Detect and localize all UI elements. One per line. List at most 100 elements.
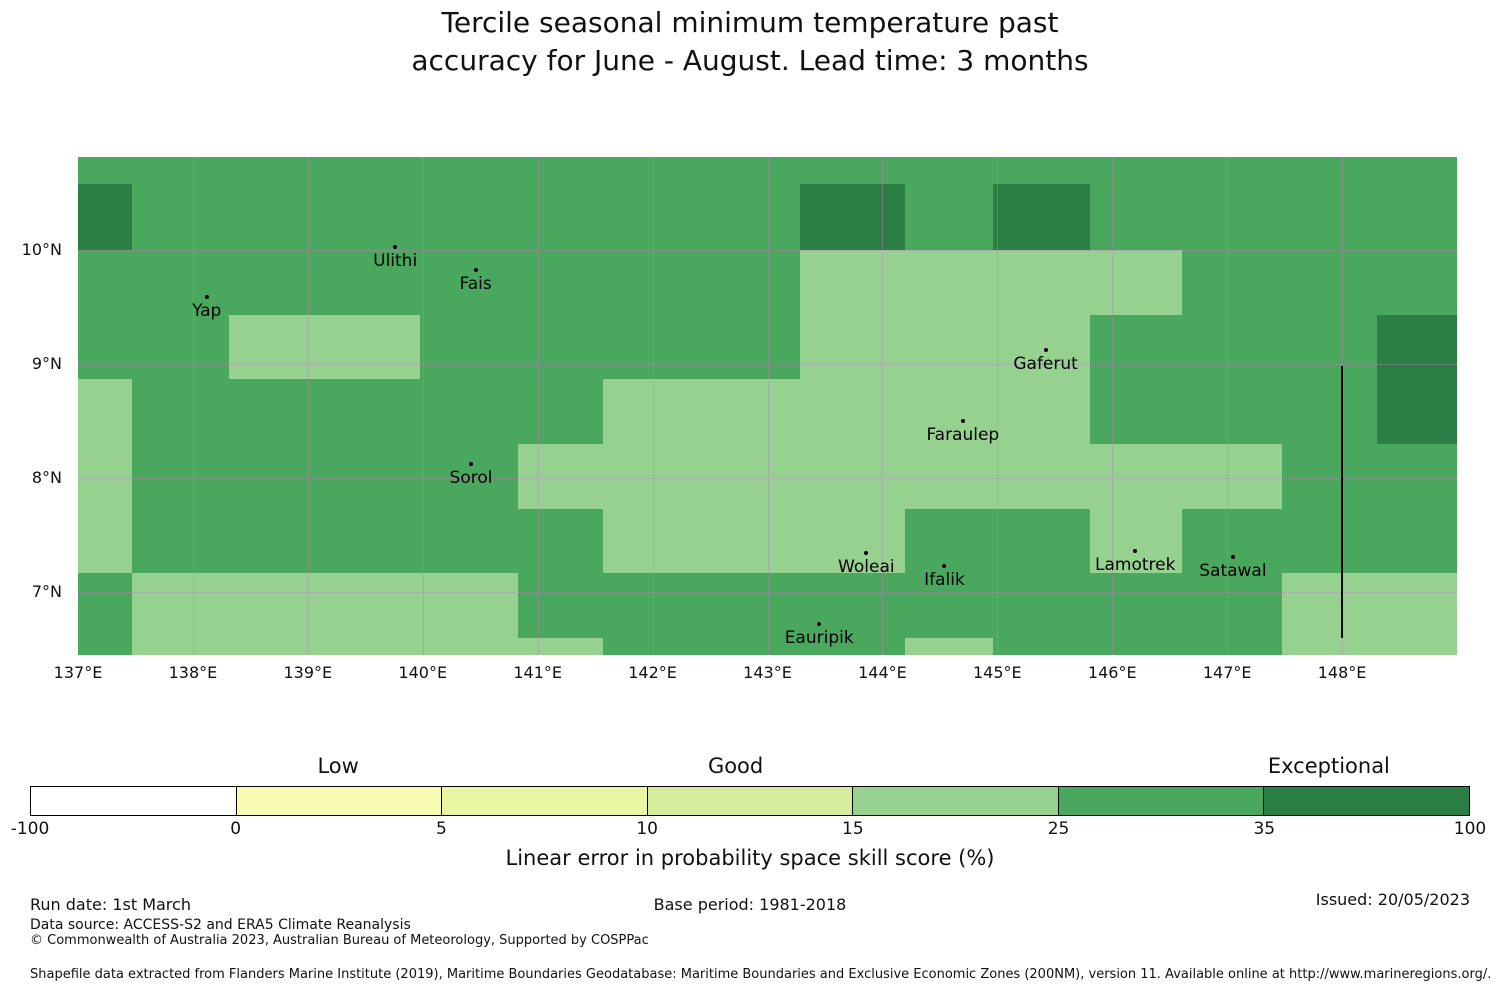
grid-line — [1112, 157, 1114, 655]
colorbar-axis-title: Linear error in probability space skill … — [505, 846, 995, 870]
y-tick-label: 8°N — [31, 467, 62, 487]
data-source-text: Data source: ACCESS-S2 and ERA5 Climate … — [30, 917, 411, 933]
colorbar — [30, 786, 1470, 816]
island-label: Yap — [192, 301, 222, 322]
colorbar-category-label: Exceptional — [1267, 754, 1390, 778]
colorbar-tick-label: 100 — [1453, 819, 1487, 839]
chart-title: Tercile seasonal minimum temperature pas… — [0, 4, 1500, 80]
heatmap-cell-patch — [78, 378, 132, 573]
colorbar-tick-label: 15 — [842, 819, 864, 839]
heatmap-cell-patch — [799, 249, 1183, 315]
heatmap-cell-patch — [1090, 508, 1183, 573]
grid-line — [422, 157, 424, 655]
x-tick-label: 146°E — [1087, 663, 1137, 682]
island-marker — [469, 462, 473, 467]
heatmap-cell-patch — [132, 637, 604, 655]
heatmap-cell-patch — [1376, 314, 1457, 444]
grid-line — [78, 249, 1457, 251]
grid-line — [1227, 157, 1229, 655]
heatmap-cell-patch — [603, 378, 1091, 444]
x-tick-label: 140°E — [398, 663, 448, 682]
colorbar-segment — [442, 787, 648, 815]
colorbar-tick-label: 25 — [1047, 819, 1070, 839]
grid-line — [78, 592, 1457, 594]
y-tick-label: 7°N — [31, 582, 62, 602]
colorbar-category-label: Low — [317, 754, 359, 778]
colorbar-segment — [1264, 787, 1470, 815]
grid-line — [767, 157, 769, 655]
island-label: Eauripik — [784, 628, 854, 649]
copyright-text: © Commonwealth of Australia 2023, Austra… — [30, 933, 649, 948]
island-label: Lamotrek — [1095, 555, 1176, 576]
grid-line — [882, 157, 884, 655]
island-marker — [817, 622, 822, 627]
x-axis: 137°E 138°E 139°E 140°E 141°E 142°E 143°E 144°E… — [54, 663, 1457, 687]
colorbar-segment — [647, 787, 854, 815]
heatmap-cell-patch — [228, 314, 421, 379]
island-marker — [960, 418, 965, 423]
island-marker — [1133, 549, 1138, 554]
eez-boundary-line — [1341, 366, 1344, 638]
grid-line — [78, 363, 1457, 365]
grid-line — [997, 157, 999, 655]
grid-line — [192, 157, 194, 655]
island-label: Ifalik — [924, 569, 965, 590]
chart-title-line2: accuracy for June - August. Lead time: 3… — [411, 44, 1089, 77]
x-tick-label: 137°E — [53, 663, 103, 682]
x-tick-label: 145°E — [973, 663, 1022, 682]
island-marker — [942, 563, 947, 568]
colorbar-tick-label: 35 — [1253, 819, 1276, 839]
x-tick-label: 138°E — [168, 663, 218, 682]
colorbar-segment — [31, 787, 237, 815]
x-tick-label: 143°E — [743, 663, 792, 682]
colorbar-segment — [236, 787, 443, 815]
heatmap-cell-patch — [905, 637, 993, 655]
grid-line — [537, 157, 539, 655]
island-label: Fais — [459, 274, 492, 295]
heatmap-cell-patch — [799, 184, 906, 250]
island-marker — [1230, 554, 1235, 559]
island-marker — [864, 551, 869, 556]
x-tick-label: 141°E — [513, 663, 562, 682]
heatmap-cell-patch — [1282, 572, 1457, 655]
issued-date-text: Issued: 20/05/2023 — [1315, 890, 1470, 909]
colorbar-tick-labels: -100 0 5 10 15 25 35 100 — [11, 819, 1487, 839]
heatmap-cell-patch — [992, 184, 1091, 250]
x-tick-label: 144°E — [858, 663, 907, 682]
x-tick-label: 142°E — [628, 663, 677, 682]
colorbar-tick-label: 10 — [636, 819, 658, 839]
island-marker — [393, 245, 398, 250]
y-tick-label: 9°N — [31, 353, 62, 373]
heatmap-cell-patch — [78, 184, 132, 250]
island-label: Satawal — [1199, 560, 1267, 581]
island-marker — [1043, 348, 1048, 353]
grid-line — [307, 157, 309, 655]
map-area: Yap Ulithi Fais Gaferut Faraulep Sorol Woleai I… — [78, 157, 1457, 655]
x-tick-label: 147°E — [1202, 663, 1252, 682]
heatmap-cell-patch — [132, 572, 519, 638]
colorbar-segment — [853, 787, 1059, 815]
chart-title-line1: Tercile seasonal minimum temperature pas… — [441, 6, 1059, 39]
colorbar-tick-label: -100 — [10, 819, 50, 839]
run-date-text: Run date: 1st March — [30, 895, 191, 914]
grid-line — [78, 477, 1457, 479]
island-label: Faraulep — [926, 424, 1000, 445]
x-tick-label: 139°E — [283, 663, 333, 682]
colorbar-category-labels: Low Good Exceptional — [30, 754, 1470, 782]
colorbar-segment — [1058, 787, 1265, 815]
base-period-text: Base period: 1981-2018 — [653, 895, 847, 914]
island-label: Sorol — [449, 468, 493, 489]
colorbar-tick-label: 0 — [230, 819, 242, 839]
y-tick-label: 10°N — [21, 239, 62, 259]
island-label: Ulithi — [373, 251, 418, 272]
x-tick-label: 148°E — [1317, 663, 1367, 682]
grid-line — [652, 157, 654, 655]
shapefile-note-text: Shapefile data extracted from Flanders M… — [30, 967, 1492, 982]
island-label: Woleai — [838, 557, 895, 578]
heatmap-cell-patch — [518, 443, 1283, 509]
colorbar-category-label: Good — [707, 754, 764, 778]
colorbar-tick-label: 5 — [436, 819, 447, 839]
heatmap-cell-patch — [799, 314, 1091, 379]
island-marker — [204, 295, 209, 300]
